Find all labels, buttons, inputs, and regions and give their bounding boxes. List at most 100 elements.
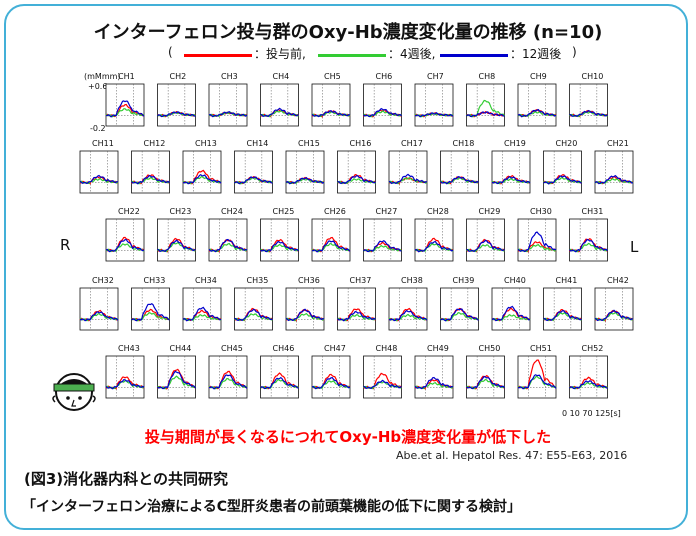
channel-label: CH13 bbox=[195, 139, 217, 148]
channel-panel: CH47 bbox=[311, 344, 351, 399]
series-line bbox=[414, 382, 454, 390]
panel-box bbox=[491, 287, 531, 331]
channel-panel: CH44 bbox=[157, 344, 196, 399]
series-line bbox=[466, 99, 505, 118]
channel-panel: CH32 bbox=[79, 276, 119, 331]
head-icon bbox=[52, 373, 96, 411]
panel-box bbox=[466, 83, 505, 127]
series-line bbox=[440, 176, 479, 185]
series-line bbox=[363, 107, 402, 118]
channel-panel: CH3 bbox=[208, 72, 248, 127]
channel-label: CH45 bbox=[221, 344, 243, 353]
panel-box bbox=[79, 150, 119, 194]
channel-label: CH5 bbox=[324, 72, 341, 81]
panel-box bbox=[517, 83, 557, 127]
panel-box bbox=[79, 287, 119, 331]
channel-label: CH7 bbox=[427, 72, 444, 81]
series-line bbox=[285, 312, 325, 322]
legend-close-paren: ) bbox=[572, 45, 577, 59]
series-line bbox=[466, 239, 505, 253]
channel-label: CH27 bbox=[376, 207, 398, 216]
channel-panel: CH19 bbox=[491, 139, 531, 194]
channel-panel: CH17 bbox=[388, 139, 428, 194]
channel-label: CH20 bbox=[556, 139, 578, 148]
channel-label: CH34 bbox=[195, 276, 217, 285]
channel-label: CH47 bbox=[324, 344, 346, 353]
channel-label: CH28 bbox=[427, 207, 449, 216]
series-line bbox=[105, 100, 145, 118]
legend-swatch-4w bbox=[318, 54, 386, 57]
channel-label: CH51 bbox=[530, 344, 552, 353]
channel-label: CH8 bbox=[479, 72, 496, 81]
series-line bbox=[208, 238, 248, 253]
channel-panel: CH29 bbox=[466, 207, 505, 262]
channel-panel: CH7 bbox=[414, 72, 454, 127]
series-line bbox=[182, 173, 222, 185]
channel-label: CH43 bbox=[118, 344, 140, 353]
channel-label: CH10 bbox=[582, 72, 604, 81]
series-line bbox=[363, 379, 402, 390]
panel-box bbox=[285, 287, 325, 331]
panel-box bbox=[208, 83, 248, 127]
channel-label: CH22 bbox=[118, 207, 140, 216]
series-line bbox=[285, 176, 325, 185]
y-top-label: +0.6 bbox=[88, 82, 108, 91]
channel-label: CH23 bbox=[170, 207, 192, 216]
channel-panel: CH34 bbox=[182, 276, 222, 331]
series-line bbox=[311, 110, 351, 118]
channel-panel: CH22 bbox=[105, 207, 145, 262]
channel-panel: CH35 bbox=[234, 276, 273, 331]
channel-label: CH12 bbox=[144, 139, 166, 148]
series-line bbox=[79, 311, 119, 322]
channel-label: CH26 bbox=[324, 207, 346, 216]
channel-label: CH49 bbox=[427, 344, 449, 353]
panel-box bbox=[363, 218, 402, 262]
series-line bbox=[79, 177, 119, 185]
channel-label: CH31 bbox=[582, 207, 604, 216]
channel-label: CH1 bbox=[118, 72, 135, 81]
series-line bbox=[543, 175, 582, 185]
series-line bbox=[543, 310, 582, 322]
channel-label: CH19 bbox=[504, 139, 526, 148]
channel-panel: CH16 bbox=[337, 139, 376, 194]
x-ticks-label: 0 10 70 125[s] bbox=[562, 409, 621, 418]
y-unit-label: (mMmm) bbox=[84, 72, 121, 81]
channel-panel: CH36 bbox=[285, 276, 325, 331]
series-line bbox=[414, 112, 454, 118]
channel-panel: CH2 bbox=[157, 72, 196, 127]
channel-panel: CH11 bbox=[79, 139, 119, 194]
panel-box bbox=[594, 150, 634, 194]
channel-label: CH38 bbox=[401, 276, 423, 285]
series-line bbox=[79, 174, 119, 185]
slide-frame bbox=[4, 4, 688, 530]
panel-box bbox=[337, 287, 376, 331]
channel-label: CH33 bbox=[144, 276, 166, 285]
series-line bbox=[466, 111, 505, 118]
channel-panel: CH41 bbox=[543, 276, 582, 331]
channel-label: CH16 bbox=[350, 139, 372, 148]
channel-panel: CH38 bbox=[388, 276, 428, 331]
side-label-right: R bbox=[60, 236, 71, 254]
series-line bbox=[569, 238, 608, 253]
channel-panel: CH20 bbox=[543, 139, 582, 194]
series-line bbox=[517, 111, 557, 118]
series-line bbox=[337, 314, 376, 322]
channel-label: CH41 bbox=[556, 276, 578, 285]
panel-box bbox=[311, 218, 351, 262]
channel-label: CH15 bbox=[298, 139, 320, 148]
series-line bbox=[234, 176, 273, 185]
channel-label: CH44 bbox=[170, 344, 192, 353]
channel-label: CH24 bbox=[221, 207, 243, 216]
channel-panel: CH37 bbox=[337, 276, 376, 331]
channel-label: CH40 bbox=[504, 276, 526, 285]
study-title: 「インターフェロン治療によるC型肝炎患者の前頭葉機能の低下に関する検討」 bbox=[22, 499, 522, 515]
series-line bbox=[414, 240, 454, 253]
series-line bbox=[105, 108, 145, 118]
channel-panel: CH43 bbox=[105, 344, 145, 399]
channel-panel: CH18 bbox=[440, 139, 479, 194]
series-line bbox=[594, 309, 634, 322]
series-line bbox=[105, 238, 145, 253]
panel-box bbox=[543, 150, 582, 194]
series-line bbox=[569, 242, 608, 253]
channel-label: CH21 bbox=[607, 139, 629, 148]
